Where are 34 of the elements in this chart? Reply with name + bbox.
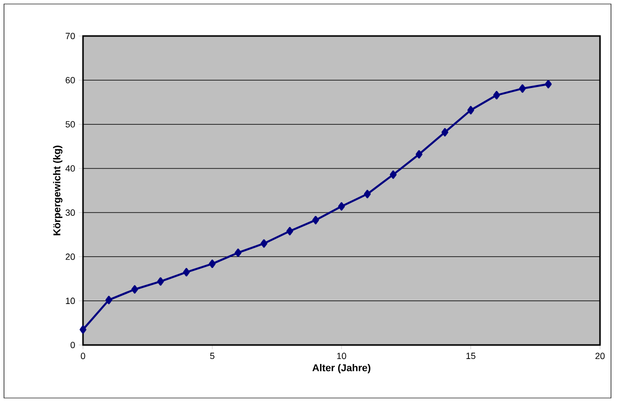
y-tick-label: 10 — [66, 298, 75, 304]
point — [544, 80, 552, 88]
x-tick-label: 10 — [337, 352, 346, 360]
point — [260, 239, 268, 248]
point — [467, 106, 474, 114]
point — [312, 216, 320, 224]
y-tick-label: 20 — [66, 254, 75, 260]
point — [105, 296, 112, 304]
y-tick-label: 30 — [66, 209, 75, 216]
point — [80, 325, 86, 334]
y-tick-label: 60 — [66, 76, 75, 84]
point — [208, 260, 216, 268]
x-tick-label: 5 — [210, 352, 214, 360]
point — [183, 268, 190, 276]
y-axis-title: Körpergewicht (kg) — [53, 146, 62, 236]
x-tick-label: 20 — [595, 352, 605, 360]
y-tick-label: 40 — [65, 165, 75, 172]
point — [286, 226, 294, 236]
point — [442, 128, 448, 136]
point — [157, 277, 164, 286]
point — [416, 150, 422, 158]
x-tick-label: 0 — [80, 352, 86, 360]
y-tick-label: 70 — [66, 32, 75, 40]
x-tick-label: 15 — [466, 352, 476, 360]
point — [364, 190, 371, 198]
x-axis-title: Alter (Jahre) — [312, 364, 370, 374]
point — [338, 202, 345, 211]
point — [131, 285, 138, 294]
point — [519, 84, 526, 93]
point — [390, 170, 397, 179]
y-tick-label: 0 — [70, 342, 75, 348]
y-tick-label: 50 — [66, 121, 75, 128]
point — [493, 90, 500, 100]
point — [234, 248, 242, 257]
